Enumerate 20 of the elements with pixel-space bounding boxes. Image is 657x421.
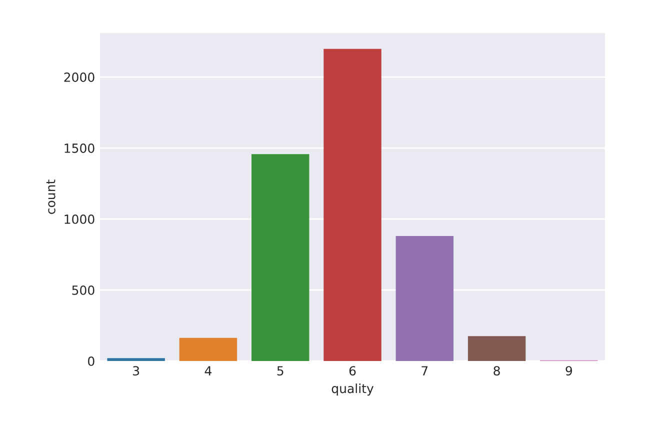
bar	[179, 338, 238, 361]
x-tick-label: 9	[566, 366, 572, 376]
x-tick-label: 3	[133, 366, 140, 376]
bar	[468, 336, 526, 361]
bar	[107, 358, 165, 361]
bar	[324, 48, 382, 361]
y-tick-label: 0	[88, 356, 94, 366]
x-tick-label: 8	[494, 366, 500, 376]
y-tick-label: 1500	[64, 143, 94, 153]
bar	[396, 236, 454, 361]
y-axis-title: count	[46, 180, 56, 214]
x-tick-label: 4	[204, 366, 212, 376]
x-tick-label: 7	[422, 366, 428, 376]
y-tick-label: 2000	[64, 72, 94, 82]
y-tick-label: 500	[72, 285, 94, 295]
x-tick-label: 6	[349, 366, 356, 376]
bar	[252, 154, 310, 361]
x-axis-title: quality	[332, 384, 374, 396]
x-tick-label: 5	[277, 366, 284, 376]
y-tick-label: 1000	[64, 214, 94, 224]
